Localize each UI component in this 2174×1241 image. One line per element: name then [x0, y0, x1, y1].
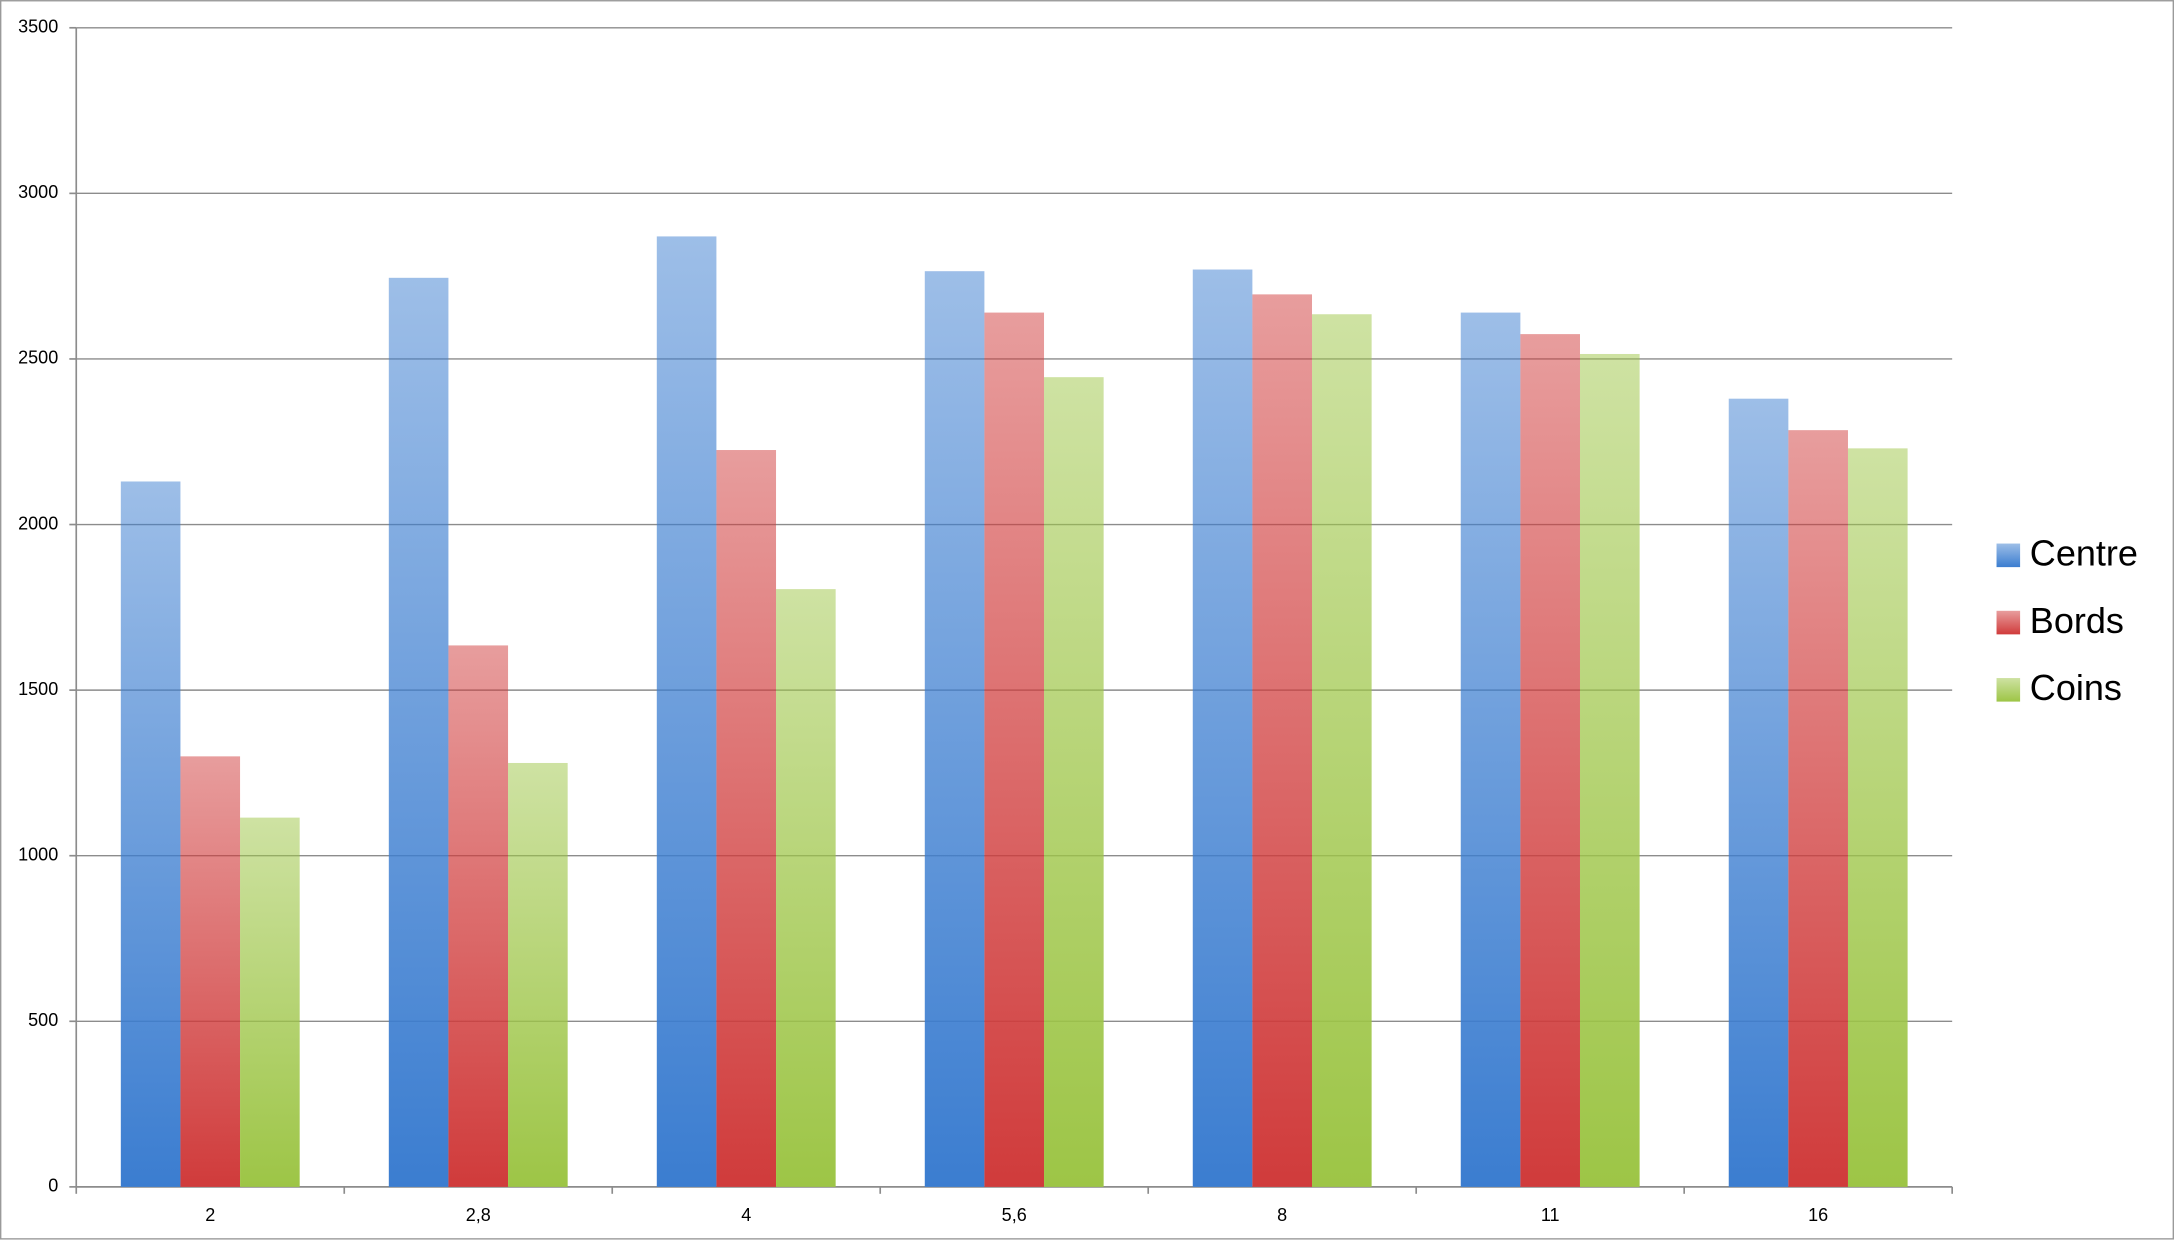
- y-tick-label: 2000: [18, 513, 58, 533]
- bar: [924, 271, 985, 1187]
- bar: [1044, 377, 1104, 1187]
- legend-label: Coins: [2030, 667, 2122, 708]
- y-tick-label: 3000: [18, 182, 58, 202]
- legend-swatch: [1996, 678, 2021, 702]
- bar: [508, 762, 568, 1187]
- x-tick-label: 5,6: [1002, 1205, 1027, 1225]
- legend-swatch: [1996, 543, 2021, 568]
- bar: [1847, 448, 1908, 1187]
- bar: [656, 236, 717, 1187]
- bar: [240, 817, 300, 1187]
- bar: [180, 756, 241, 1187]
- bar: [984, 312, 1045, 1187]
- bar: [1252, 294, 1313, 1187]
- legend-label: Bords: [2030, 600, 2124, 641]
- x-tick-label: 8: [1277, 1205, 1287, 1225]
- legend-label: Centre: [2030, 533, 2138, 574]
- x-tick-label: 16: [1808, 1205, 1828, 1225]
- y-tick-label: 1500: [18, 679, 58, 699]
- bar: [120, 481, 181, 1187]
- bar: [1312, 314, 1372, 1187]
- x-tick-label: 2,8: [466, 1205, 491, 1225]
- bar: [1579, 353, 1640, 1187]
- bar: [1192, 269, 1253, 1187]
- bar: [716, 450, 777, 1187]
- y-tick-label: 2500: [18, 348, 58, 368]
- y-tick-label: 1000: [18, 844, 58, 864]
- bar: [1520, 334, 1580, 1187]
- bar: [448, 645, 509, 1187]
- bar: [388, 277, 449, 1187]
- y-tick-label: 3500: [18, 17, 58, 37]
- x-tick-label: 4: [741, 1205, 751, 1225]
- bar: [1460, 312, 1521, 1187]
- legend-swatch: [1996, 610, 2021, 635]
- bar: [776, 589, 836, 1187]
- x-tick-label: 2: [205, 1205, 215, 1225]
- bar: [1728, 398, 1789, 1187]
- bar: [1788, 430, 1848, 1187]
- x-tick-label: 11: [1541, 1205, 1560, 1225]
- y-tick-label: 0: [48, 1176, 58, 1196]
- y-tick-label: 500: [28, 1010, 58, 1030]
